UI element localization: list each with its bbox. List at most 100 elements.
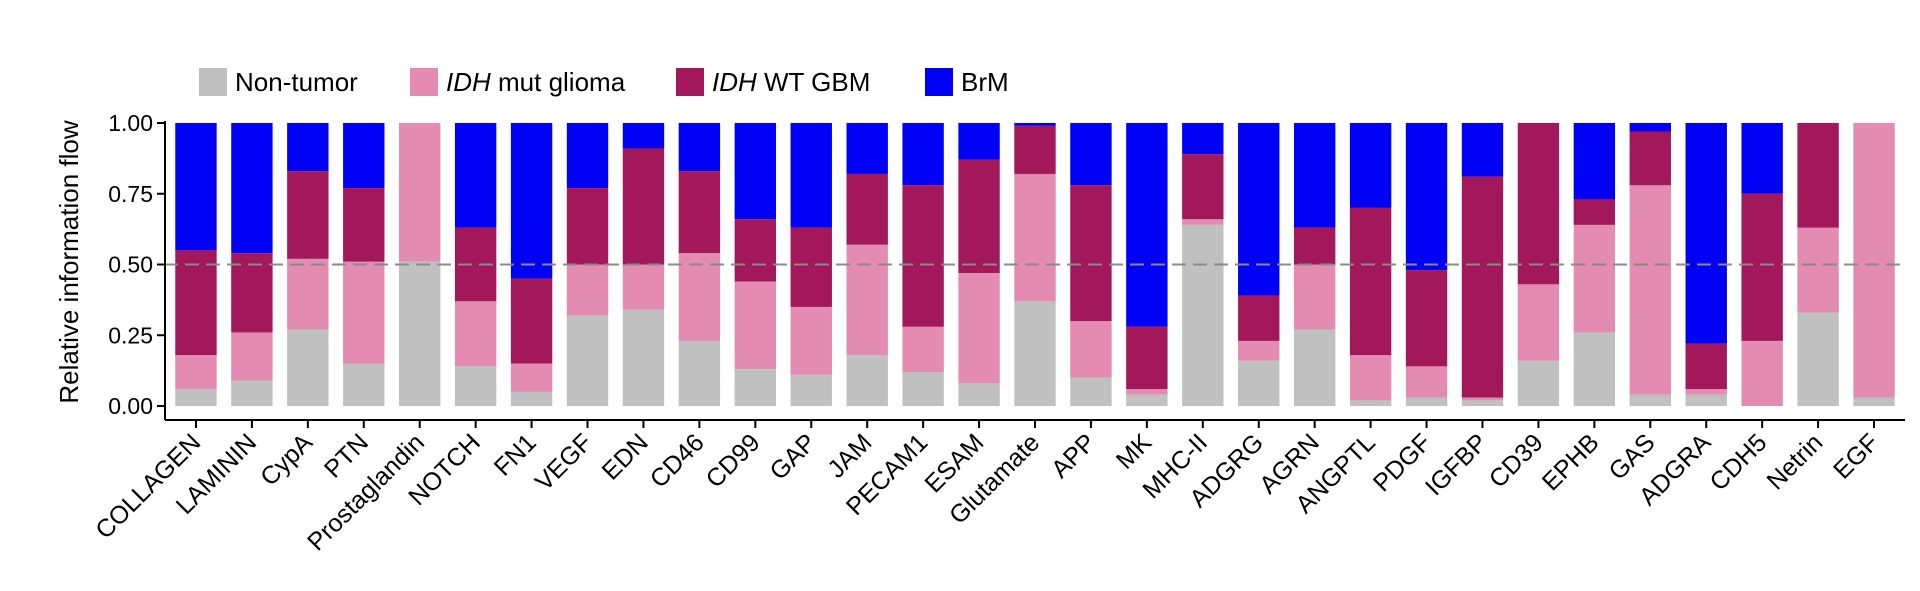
bar-egf-series-1: [1853, 123, 1895, 398]
bar-cypa-series-3: [287, 123, 329, 172]
bar-glutamate-series-0: [1014, 301, 1056, 406]
bar-angptl-series-3: [1349, 123, 1392, 208]
bar-ephb-series-2: [1573, 199, 1616, 225]
bar-netrin-series-0: [1797, 312, 1839, 406]
x-tick-label: IGFBP: [1420, 428, 1493, 501]
bar-esam-series-3: [958, 123, 1000, 160]
bar-mk-series-3: [1126, 123, 1168, 327]
bar-agrn-series-3: [1293, 123, 1336, 228]
bar-cd99-series-3: [734, 123, 777, 220]
bar-angptl-series-0: [1349, 400, 1392, 406]
x-tick-label: CD46: [645, 428, 710, 493]
bar-cdh5-series-3: [1741, 123, 1783, 194]
bar-ptn-series-1: [343, 261, 385, 364]
bar-agrn-series-0: [1293, 329, 1336, 406]
bar-laminin-series-0: [231, 380, 273, 406]
bar-cd46-series-2: [678, 171, 721, 254]
bar-agrn-series-2: [1293, 227, 1336, 265]
bar-jam-series-3: [846, 123, 888, 174]
bar-adgrg-series-2: [1238, 295, 1280, 341]
x-tick-label: CDH5: [1705, 428, 1773, 496]
bar-app-series-2: [1070, 185, 1112, 322]
x-tick-label: EDN: [597, 428, 654, 485]
bar-cypa-series-2: [287, 171, 329, 259]
legend-swatch-0: [199, 68, 227, 96]
bar-pecam1-series-3: [902, 123, 944, 186]
bar-cd46-series-1: [678, 253, 721, 341]
bar-igfbp-series-3: [1461, 123, 1504, 177]
bar-glutamate-series-3: [1014, 123, 1056, 126]
bar-ephb-series-0: [1573, 332, 1616, 406]
bar-jam-series-2: [846, 173, 888, 245]
bar-adgrg-series-0: [1238, 360, 1280, 406]
bar-pdgf-series-2: [1405, 270, 1448, 367]
bar-gas-series-3: [1629, 123, 1671, 132]
bar-ptn-series-3: [343, 123, 385, 189]
bar-cd99-series-0: [734, 369, 777, 406]
bar-adgrg-series-3: [1238, 123, 1280, 296]
x-tick-label: CypA: [255, 428, 318, 491]
bar-esam-series-1: [958, 272, 1000, 384]
bar-glutamate-series-2: [1014, 125, 1056, 174]
bar-agrn-series-1: [1293, 264, 1336, 330]
bar-app-series-1: [1070, 321, 1112, 378]
legend-label-0: Non-tumor: [235, 67, 358, 97]
bar-jam-series-1: [846, 244, 888, 356]
bar-ephb-series-3: [1573, 123, 1616, 200]
bar-mhc-ii-series-3: [1182, 123, 1224, 155]
y-axis-title: Relative information flow: [54, 120, 84, 403]
legend-swatch-1: [410, 68, 438, 96]
y-tick-label: 0.00: [108, 393, 153, 419]
bar-cd39-series-0: [1517, 360, 1560, 406]
legend-label-1: IDH mut glioma: [446, 67, 626, 97]
bar-gas-series-0: [1629, 394, 1671, 406]
bar-egf-series-0: [1853, 397, 1895, 406]
bar-netrin-series-2: [1797, 123, 1839, 228]
legend-label-3: BrM: [961, 67, 1009, 97]
bar-angptl-series-2: [1349, 207, 1392, 356]
bar-gap-series-0: [790, 374, 832, 406]
bar-cd46-series-0: [678, 340, 721, 406]
bar-netrin-series-1: [1797, 227, 1839, 313]
bar-cd46-series-3: [678, 123, 721, 172]
bar-cypa-series-1: [287, 258, 329, 330]
bar-prostaglandin-series-0: [399, 261, 441, 406]
bar-angptl-series-1: [1349, 355, 1392, 401]
bar-edn-series-2: [622, 148, 665, 265]
bar-vegf-series-2: [566, 188, 609, 265]
bar-igfbp-series-2: [1461, 176, 1504, 398]
bar-edn-series-3: [622, 123, 665, 149]
bar-glutamate-series-1: [1014, 173, 1056, 302]
bar-laminin-series-3: [231, 123, 273, 254]
bar-cd99-series-1: [734, 281, 777, 370]
bar-cypa-series-0: [287, 329, 329, 406]
y-tick-label: 0.75: [108, 181, 153, 207]
legend-swatch-3: [925, 68, 953, 96]
bar-gas-series-2: [1629, 131, 1671, 186]
bar-gap-series-2: [790, 227, 832, 307]
bar-app-series-3: [1070, 123, 1112, 186]
bar-cd39-series-2: [1517, 123, 1560, 285]
bar-collagen-series-3: [175, 123, 217, 251]
bar-adgra-series-1: [1685, 389, 1727, 395]
bar-igfbp-series-0: [1461, 400, 1504, 406]
bar-fn1-series-3: [510, 123, 553, 279]
x-tick-label: GAP: [764, 428, 821, 485]
bar-adgra-series-3: [1685, 123, 1727, 344]
legend-label-2: IDH WT GBM: [712, 67, 870, 97]
bar-edn-series-1: [622, 264, 665, 310]
bar-pdgf-series-3: [1405, 123, 1448, 271]
bar-prostaglandin-series-1: [399, 123, 441, 262]
bar-notch-series-3: [454, 123, 497, 228]
bar-gas-series-1: [1629, 185, 1671, 395]
y-tick-label: 0.25: [108, 322, 153, 348]
bar-pecam1-series-0: [902, 372, 944, 406]
bar-notch-series-1: [454, 301, 497, 367]
y-tick-label: 1.00: [108, 110, 153, 136]
x-tick-label: MK: [1111, 428, 1158, 475]
bar-ephb-series-1: [1573, 224, 1616, 333]
bar-pecam1-series-2: [902, 185, 944, 327]
